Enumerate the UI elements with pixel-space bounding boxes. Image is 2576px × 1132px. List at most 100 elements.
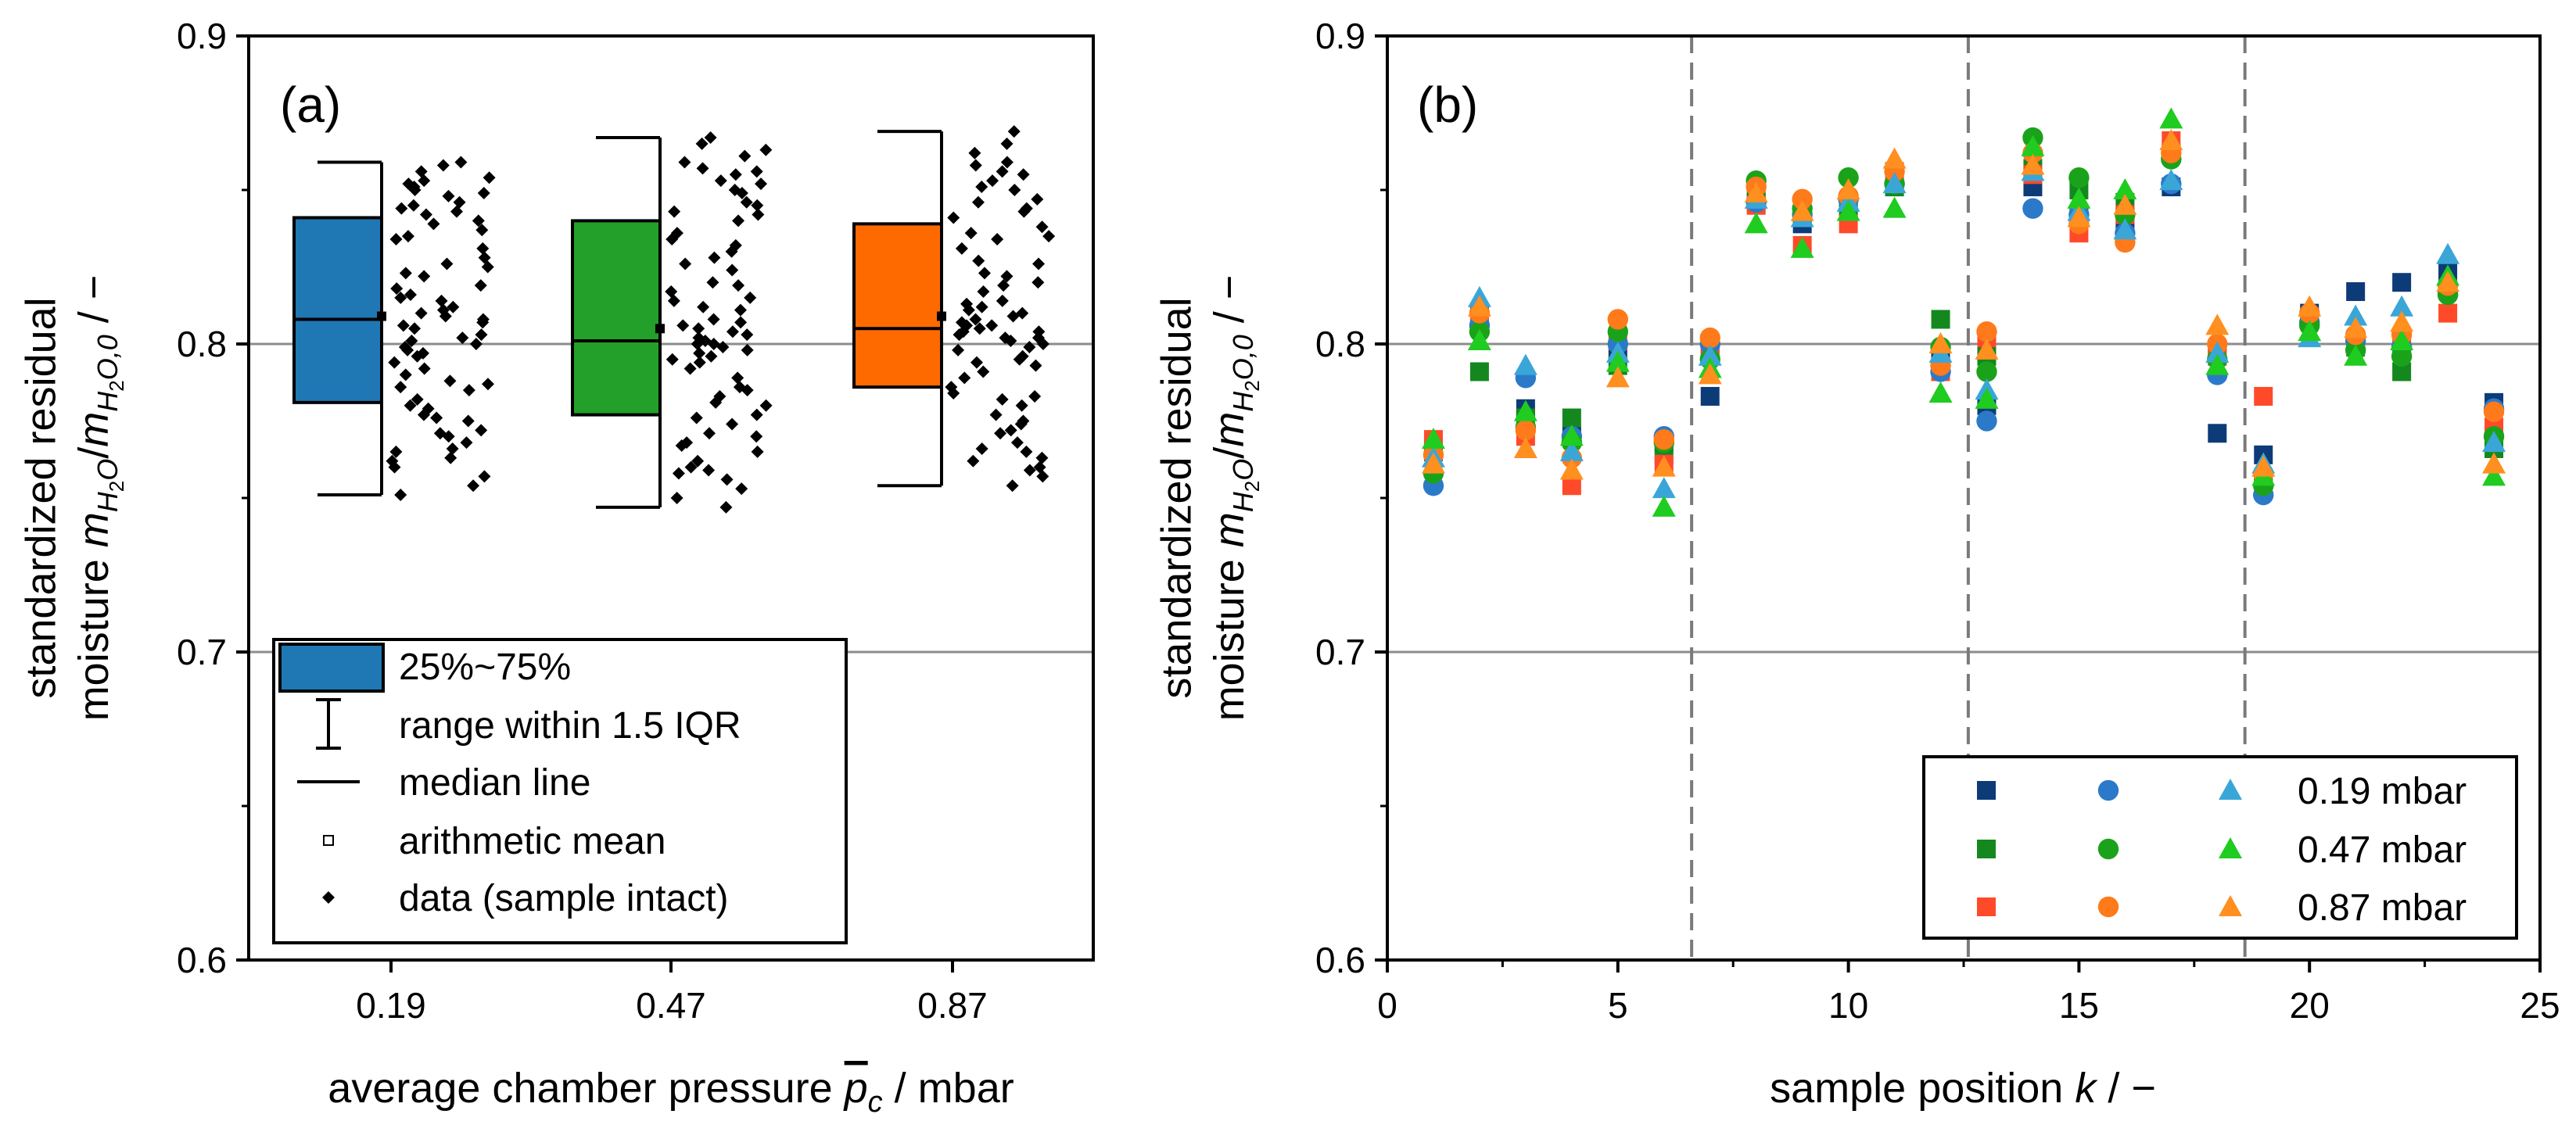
data-point xyxy=(975,181,988,194)
data-point xyxy=(735,482,748,496)
data-point-triangle xyxy=(2067,187,2091,209)
data-point-circle xyxy=(1792,188,1813,210)
data-point-triangle xyxy=(1790,236,1814,258)
data-point xyxy=(450,205,463,218)
data-point-triangle xyxy=(1421,428,1445,450)
data-point xyxy=(1033,460,1046,474)
data-point-triangle xyxy=(2390,310,2414,332)
data-point xyxy=(732,279,745,292)
data-point xyxy=(975,442,988,455)
data-point xyxy=(955,242,968,255)
data-point xyxy=(478,251,491,264)
legend-marker-square xyxy=(1977,840,1996,858)
data-point xyxy=(443,374,457,388)
y-tick-label: 0.9 xyxy=(1315,16,1365,56)
data-point xyxy=(997,279,1010,292)
data-point xyxy=(389,233,403,246)
data-point xyxy=(719,500,733,514)
data-point-triangle xyxy=(1467,329,1491,351)
legend-label: 0.19 mbar xyxy=(2298,771,2467,812)
data-point xyxy=(989,408,1003,421)
data-point xyxy=(447,300,460,313)
data-point xyxy=(394,381,407,394)
data-point xyxy=(672,467,685,480)
data-point-circle xyxy=(1699,327,1720,349)
data-point-triangle xyxy=(1467,295,1491,317)
data-point xyxy=(955,316,968,329)
data-point-square xyxy=(2208,424,2227,443)
data-point xyxy=(947,387,960,400)
data-point xyxy=(978,267,991,280)
data-point xyxy=(453,195,466,209)
data-point xyxy=(422,402,435,415)
legend-label: 0.87 mbar xyxy=(2298,887,2467,929)
data-point xyxy=(408,322,422,335)
data-point-triangle xyxy=(2251,455,2276,477)
legend-marker-triangle xyxy=(2219,895,2242,916)
data-point xyxy=(1017,414,1030,428)
data-point xyxy=(973,322,986,335)
panel-b-scatter-chart: 0.6 0.7 0.8 0.9 0 5 10 15 20 25 (b) sample position… xyxy=(1153,16,2560,1112)
data-point xyxy=(435,294,448,307)
data-point xyxy=(478,470,491,483)
data-point-triangle xyxy=(1513,353,1537,375)
data-point xyxy=(401,230,414,243)
data-point-triangle xyxy=(2298,295,2322,317)
data-point-square xyxy=(1469,362,1489,382)
data-point xyxy=(704,131,717,145)
data-point xyxy=(970,356,983,369)
data-point xyxy=(399,368,412,382)
data-point-triangle xyxy=(2021,153,2045,175)
data-point-triangle xyxy=(2113,178,2137,199)
data-point xyxy=(706,276,719,289)
data-point-triangle xyxy=(2436,270,2460,292)
legend-marker-circle xyxy=(2097,896,2119,918)
legend-a: 25%~75% range within 1.5 IQR median line ar… xyxy=(272,638,848,944)
data-point xyxy=(667,294,680,307)
data-point xyxy=(1023,464,1036,477)
data-point-circle xyxy=(2068,167,2090,188)
data-point xyxy=(395,202,408,215)
data-point xyxy=(475,224,489,237)
data-point xyxy=(759,143,773,156)
data-point xyxy=(969,159,982,172)
y-tick-label: 0.9 xyxy=(177,16,227,56)
data-point xyxy=(476,313,490,326)
data-point xyxy=(675,439,688,453)
data-point xyxy=(732,214,745,227)
data-point-triangle xyxy=(2390,295,2414,317)
legend-data-swatch xyxy=(322,891,335,904)
data-point-square xyxy=(1562,408,1581,428)
data-point xyxy=(390,282,404,296)
data-point-triangle xyxy=(1606,366,1630,388)
data-point xyxy=(1017,168,1030,181)
data-point xyxy=(691,454,705,467)
mean-marker xyxy=(937,311,946,321)
legend-marker-circle xyxy=(2097,779,2119,801)
x-tick-label: 0.47 xyxy=(636,985,706,1026)
legend-marker-triangle xyxy=(2219,837,2242,858)
data-point xyxy=(427,217,440,231)
data-point xyxy=(668,205,681,218)
data-point xyxy=(414,165,428,178)
y-tick-label: 0.6 xyxy=(1315,940,1365,980)
legend-label: data (sample intact) xyxy=(399,878,729,919)
data-point xyxy=(474,279,487,292)
data-point xyxy=(418,362,431,375)
data-point xyxy=(411,392,424,406)
data-point xyxy=(750,430,763,443)
data-point-triangle xyxy=(2159,169,2183,191)
data-point xyxy=(705,349,718,363)
data-point xyxy=(388,356,401,369)
data-point xyxy=(1006,310,1020,323)
data-point xyxy=(1004,424,1017,437)
legend-marker-square xyxy=(1977,897,1996,916)
data-point xyxy=(720,473,734,486)
data-point-triangle xyxy=(1652,455,1676,477)
data-point-triangle xyxy=(1975,338,1999,360)
legend-b: 0.19 mbar 0.47 mbar 0.87 mbar xyxy=(1922,755,2518,940)
data-point xyxy=(1000,270,1014,283)
data-point xyxy=(475,424,488,437)
data-point xyxy=(702,427,716,440)
data-point xyxy=(741,328,754,342)
